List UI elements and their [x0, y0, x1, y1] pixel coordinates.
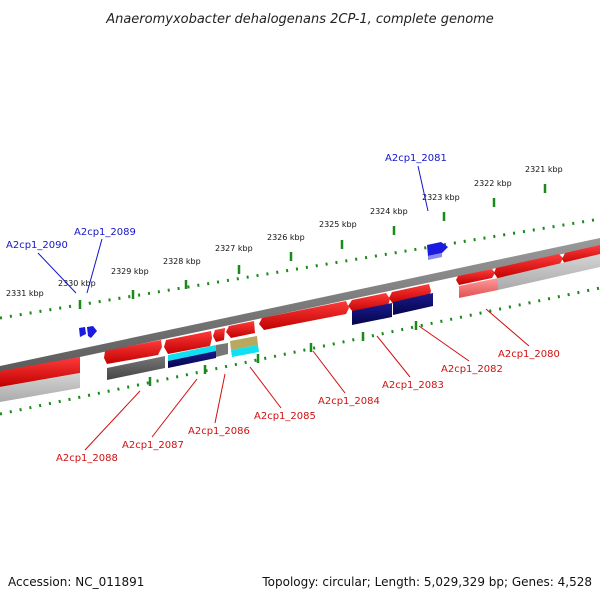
cds-band [0, 245, 600, 387]
gene-label-A2cp1_2080[interactable]: A2cp1_2080 [485, 308, 560, 360]
svg-text:A2cp1_2087: A2cp1_2087 [122, 440, 184, 451]
gene-label-A2cp1_2084[interactable]: A2cp1_2084 [312, 350, 380, 407]
tick-label: 2331 kbp [6, 289, 44, 298]
svg-text:A2cp1_2082: A2cp1_2082 [441, 364, 503, 375]
tick-label: 2325 kbp [319, 220, 357, 229]
cog-band [0, 254, 600, 402]
svg-text:A2cp1_2080: A2cp1_2080 [498, 349, 560, 360]
svg-text:A2cp1_2081: A2cp1_2081 [385, 153, 447, 164]
gene-label-A2cp1_2090[interactable]: A2cp1_2090 [6, 240, 77, 294]
tick-label: 2329 kbp [111, 267, 149, 276]
tick-label: 2321 kbp [525, 165, 563, 174]
tick-label: 2326 kbp [267, 233, 305, 242]
outer-tick-marks [78, 184, 547, 309]
tick-label: 2328 kbp [163, 257, 201, 266]
svg-text:A2cp1_2085: A2cp1_2085 [254, 411, 316, 422]
map-title: Anaeromyxobacter dehalogenans 2CP-1, com… [105, 12, 494, 27]
svg-text:A2cp1_2090: A2cp1_2090 [6, 240, 68, 251]
inner-tick-marks [148, 321, 418, 386]
tick-label: 2330 kbp [58, 279, 96, 288]
tick-label: 2327 kbp [215, 244, 253, 253]
genome-summary-text: Topology: circular; Length: 5,029,329 bp… [261, 575, 592, 589]
gene-label-A2cp1_2083[interactable]: A2cp1_2083 [376, 335, 444, 391]
gene-label-A2cp1_2087[interactable]: A2cp1_2087 [122, 378, 198, 451]
svg-text:A2cp1_2084: A2cp1_2084 [318, 396, 380, 407]
svg-text:A2cp1_2083: A2cp1_2083 [382, 380, 444, 391]
svg-text:A2cp1_2088: A2cp1_2088 [56, 453, 118, 464]
accession-text: Accession: NC_011891 [8, 575, 144, 589]
svg-text:A2cp1_2089: A2cp1_2089 [74, 227, 136, 238]
outer-gc-ring [0, 217, 600, 320]
gene-label-A2cp1_2089[interactable]: A2cp1_2089 [74, 227, 136, 294]
gene-label-A2cp1_2082[interactable]: A2cp1_2082 [418, 325, 503, 375]
tick-label: 2322 kbp [474, 179, 512, 188]
genome-backbone [0, 238, 600, 374]
gene-label-A2cp1_2088[interactable]: A2cp1_2088 [56, 390, 141, 464]
inner-gc-ring [0, 286, 600, 416]
top-strand-features [79, 242, 448, 338]
gene-label-A2cp1_2085[interactable]: A2cp1_2085 [249, 366, 316, 422]
tick-label: 2323 kbp [422, 193, 460, 202]
gene-label-A2cp1_2081[interactable]: A2cp1_2081 [385, 153, 447, 212]
gene-label-A2cp1_2086[interactable]: A2cp1_2086 [188, 373, 250, 437]
svg-text:A2cp1_2086: A2cp1_2086 [188, 426, 250, 437]
tick-label: 2324 kbp [370, 207, 408, 216]
